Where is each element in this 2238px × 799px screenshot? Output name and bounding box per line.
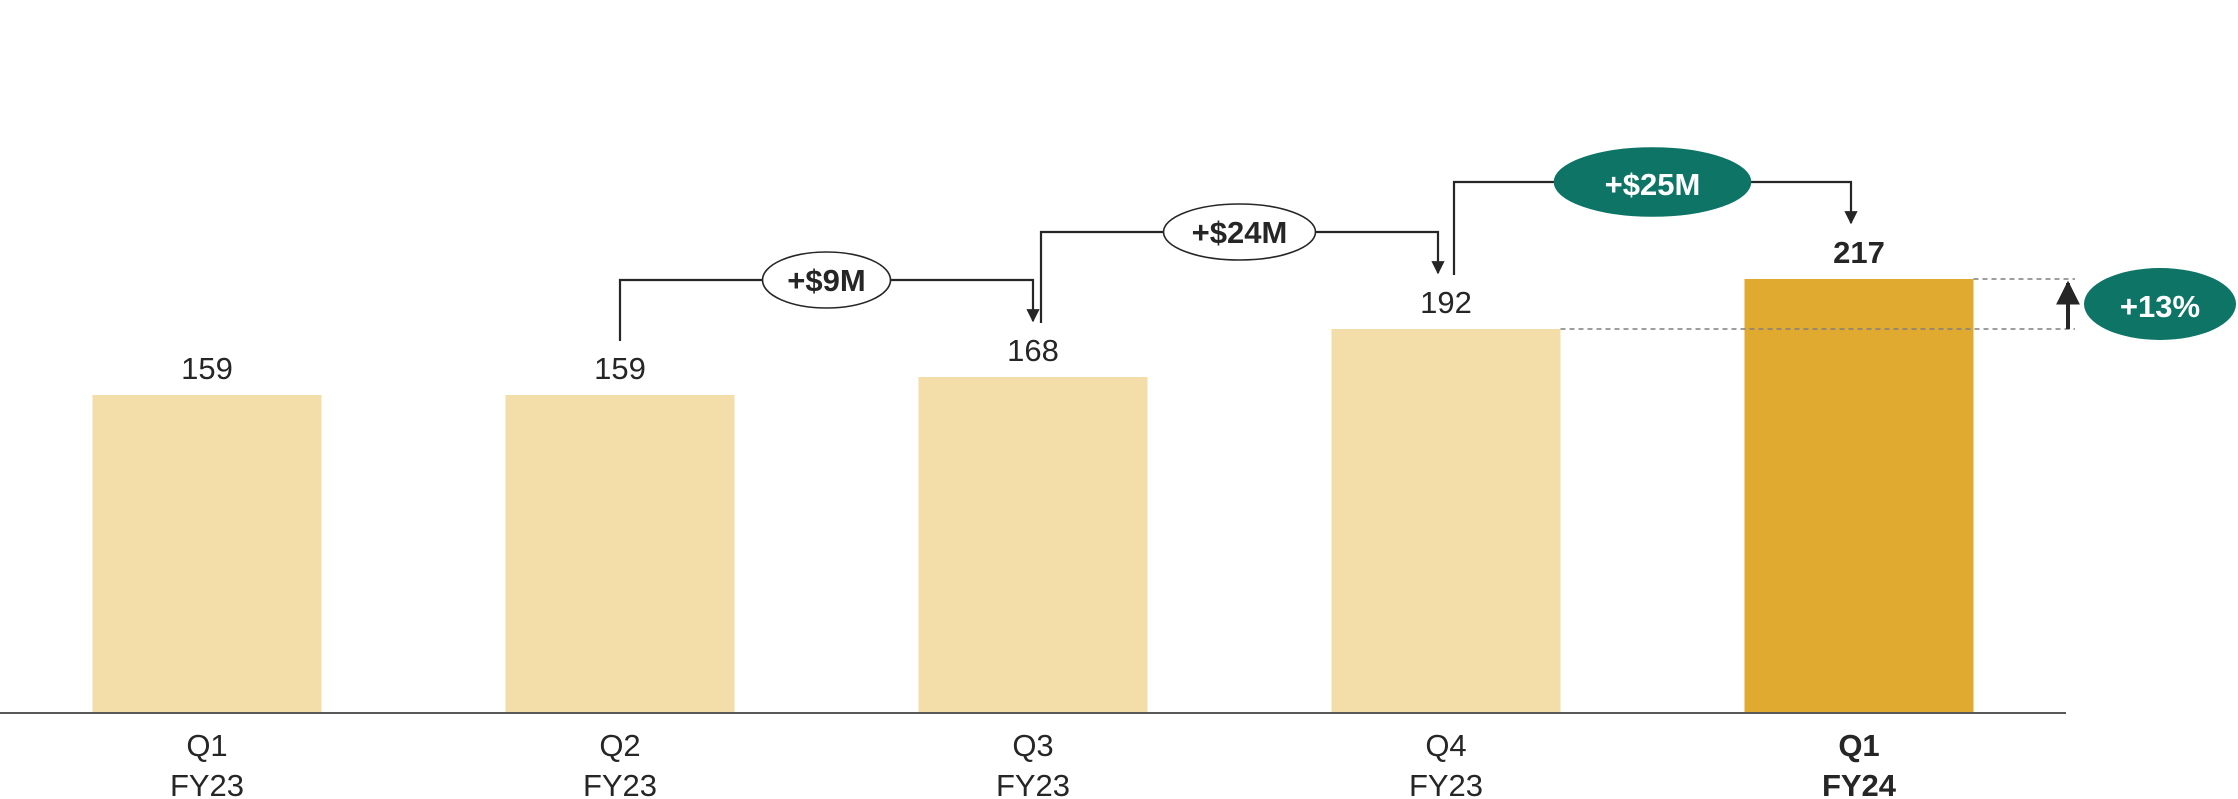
delta-connectors-layer: +$9M +$24M +$25M	[618, 147, 1858, 341]
bar-1	[505, 395, 735, 713]
category-label-3-line2: FY23	[1409, 768, 1483, 799]
category-label-2-line1: Q3	[1012, 728, 1053, 763]
delta-label-0: +$9M	[787, 263, 865, 298]
growth-bubble	[2084, 268, 2236, 340]
bars-layer	[92, 279, 1974, 713]
bar-4	[1744, 279, 1974, 713]
category-label-4-line1: Q1	[1838, 728, 1879, 763]
delta-label-2: +$25M	[1605, 167, 1701, 202]
growth-label: +13%	[2120, 289, 2200, 324]
value-label-2: 168	[1007, 333, 1059, 368]
delta-bubble-1	[1162, 203, 1317, 261]
category-label-2-line2: FY23	[996, 768, 1070, 799]
category-label-1-line2: FY23	[583, 768, 657, 799]
value-label-4: 217	[1833, 235, 1885, 270]
bar-0	[92, 395, 322, 713]
delta-bubble-2	[1553, 147, 1752, 217]
bar-2	[918, 377, 1148, 713]
bar-3	[1331, 329, 1561, 713]
category-label-0-line2: FY23	[170, 768, 244, 799]
category-label-1-line1: Q2	[599, 728, 640, 763]
delta-bubble-0	[761, 251, 892, 309]
value-label-0: 159	[181, 351, 233, 386]
category-labels-layer: Q1 FY23 Q2 FY23 Q3 FY23 Q4 FY23 Q1 FY24	[170, 728, 1897, 799]
growth-indicator-layer: +13%	[1560, 268, 2236, 340]
category-label-3-line1: Q4	[1425, 728, 1466, 763]
category-label-0-line1: Q1	[186, 728, 227, 763]
value-labels-layer: 159 159 168 192 217	[181, 235, 1885, 386]
value-label-3: 192	[1420, 285, 1472, 320]
category-label-4-line2: FY24	[1822, 768, 1897, 799]
value-label-1: 159	[594, 351, 646, 386]
delta-label-1: +$24M	[1192, 215, 1288, 250]
